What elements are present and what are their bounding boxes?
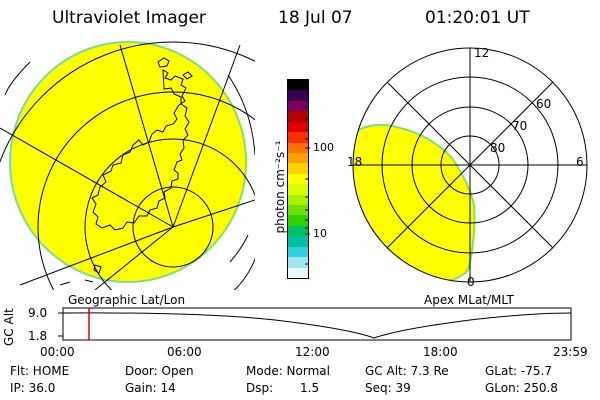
time-label: 01:20:01 UT [425,8,530,28]
mlt-label-18: 18 [347,155,363,169]
apex-label: Apex MLat/MLT [424,293,514,307]
colorbar-swatch [288,267,308,279]
status-glon: GLon: 250.8 [485,381,558,395]
coastline-segment [59,57,193,286]
mlt-label-6: 6 [576,155,584,169]
colorbar-swatch [288,142,308,153]
geo-label: Geographic Lat/Lon [68,293,186,307]
apex-grid [352,47,588,283]
mlt-label-12: 12 [474,46,490,60]
colorbar [287,79,309,279]
colorbar-swatch [288,80,308,91]
colorbar-swatch [288,111,308,122]
alt-axis-label: GC Alt [2,308,16,346]
colorbar-ticks [305,106,310,265]
mlat-label-60: 60 [536,97,552,111]
colorbar-swatch [288,163,308,174]
time-tick-0000: 00:00 [40,345,75,359]
coastline [91,69,190,231]
colorbar-swatch [288,246,308,258]
apex-image-region [353,123,476,282]
time-tick-0600: 06:00 [167,345,202,359]
altitude-timeline[interactable] [0,300,600,350]
status-dsp-label: Dsp: [246,381,274,395]
geo-meridians [0,44,255,290]
status-seq: Seq: 39 [365,381,411,395]
colorbar-swatch [288,205,308,216]
colorbar-swatch [288,194,308,206]
colorbar-swatch [288,90,308,101]
colorbar-swatch [288,132,308,143]
mlt-label-0: 0 [467,275,475,289]
colorbar-swatch [288,236,308,247]
colorbar-swatch [288,100,308,112]
horizon-arc [229,234,249,263]
date-label: 18 Jul 07 [278,8,353,28]
colorbar-swatch [288,152,308,164]
status-flt: Flt: HOME [10,364,70,378]
time-tick-1200: 12:00 [295,345,330,359]
colorbar-swatch [288,257,308,268]
alt-tick-1.8: 1.8 [28,329,48,343]
colorbar-swatch [288,173,308,185]
status-glat: GLat: -75.7 [485,364,552,378]
status-ip: IP: 36.0 [10,381,56,395]
time-tick-1800: 18:00 [423,345,458,359]
colorbar-swatch [288,215,308,226]
status-gain: Gain: 14 [125,381,176,395]
alt-tick-9: 9.0 [28,306,48,320]
instrument-title: Ultraviolet Imager [52,8,206,28]
status-door: Door: Open [125,364,194,378]
status-gc-alt: GC Alt: 7.3 Re [365,364,449,378]
colorbar-swatch [288,121,308,133]
colorbar-swatch [288,225,308,237]
colorbar-tick-100: 100 [313,141,334,154]
altitude-curve [62,312,572,339]
colorbar-swatch [288,184,308,195]
status-mode: Mode: Normal [246,364,330,378]
time-tick-2359: 23:59 [553,345,588,359]
mlat-label-70: 70 [512,119,528,133]
horizon-arc [227,74,255,156]
colorbar-tick-10: 10 [313,227,327,240]
horizon-arc [4,61,31,96]
mlat-label-80: 80 [490,141,506,155]
status-dsp-value: 1.5 [300,381,320,395]
